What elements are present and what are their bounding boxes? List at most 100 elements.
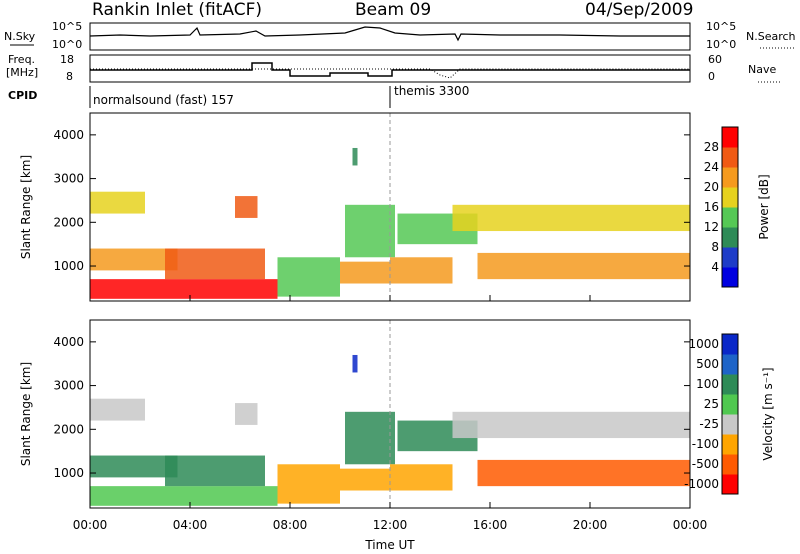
x-axis-label: Time UT <box>364 538 415 552</box>
velocity-region-9 <box>390 464 453 491</box>
velocity-colorbar-label: Velocity [m s⁻¹] <box>761 367 775 460</box>
power-region-7 <box>345 204 395 258</box>
power-ytick-label-3: 4000 <box>53 128 84 142</box>
nsky-tick-top: 10^5 <box>52 20 82 33</box>
power-region-2 <box>90 279 278 299</box>
power-data <box>90 147 690 299</box>
power-y-axis: 1000 2000 3000 4000 <box>53 128 690 273</box>
power-ytick-label-1: 2000 <box>53 215 84 229</box>
power-colorbar-seg-0 <box>722 267 738 288</box>
nave-tick-top: 60 <box>708 53 722 66</box>
velocity-region-4 <box>235 403 258 425</box>
power-colorbar-seg-4 <box>722 187 738 208</box>
power-region-9 <box>390 257 453 284</box>
power-ytick-label-2: 3000 <box>53 172 84 186</box>
nsearch-tick-bottom: 10^0 <box>706 38 736 51</box>
velocity-colorbar-seg-0 <box>722 474 738 495</box>
power-region-1 <box>90 248 178 271</box>
velocity-colorbar-tick-4: -25 <box>699 417 719 431</box>
power-colorbar-seg-1 <box>722 247 738 268</box>
xtick-label-4: 16:00 <box>473 518 508 532</box>
velocity-colorbar-seg-4 <box>722 394 738 415</box>
power-y-label: Slant Range [km] <box>19 155 33 259</box>
cpid-mode-2: themis 3300 <box>394 84 469 98</box>
power-colorbar-tick-1: 8 <box>711 240 719 254</box>
freq-tick-bottom: 8 <box>66 70 73 83</box>
velocity-ytick-label-1: 2000 <box>53 422 84 436</box>
power-colorbar-seg-3 <box>722 207 738 228</box>
x-axis: 00:00 04:00 08:00 12:00 16:00 20:00 00:00 <box>73 295 708 532</box>
velocity-region-2 <box>90 486 278 506</box>
velocity-colorbar-tick-7: -1000 <box>684 477 719 491</box>
velocity-region-6 <box>340 468 390 491</box>
power-colorbar-tick-5: 24 <box>704 160 719 174</box>
velocity-colorbar-frame <box>721 333 739 495</box>
velocity-colorbar-seg-1 <box>722 454 738 475</box>
xtick-label-1: 04:00 <box>173 518 208 532</box>
power-colorbar: 4 8 12 16 20 24 28 <box>704 126 739 288</box>
freq-trace <box>90 62 690 77</box>
velocity-colorbar-tick-5: -100 <box>692 437 719 451</box>
beam-title: Beam 09 <box>355 0 431 20</box>
freq-label: Freq. <box>8 53 35 66</box>
xtick-label-5: 20:00 <box>573 518 608 532</box>
velocity-colorbar-tick-2: 100 <box>696 377 719 391</box>
velocity-ytick-label-0: 1000 <box>53 466 84 480</box>
power-region-5 <box>277 257 340 297</box>
cpid-mode-1: normalsound (fast) 157 <box>93 93 234 107</box>
freq-tick-top: 18 <box>60 53 74 66</box>
power-colorbar-tick-4: 20 <box>704 180 719 194</box>
nave-label: Nave <box>748 63 776 76</box>
velocity-colorbar: 1000 500 100 25 -25 -100 -500 -1000 <box>684 333 739 495</box>
nave-tick-bottom: 0 <box>708 70 715 83</box>
velocity-ytick-label-2: 3000 <box>53 379 84 393</box>
velocity-colorbar-seg-6 <box>722 354 738 375</box>
nsky-panel-frame <box>89 22 691 51</box>
velocity-colorbar-tick-1: 500 <box>696 357 719 371</box>
power-colorbar-seg-6 <box>722 147 738 168</box>
velocity-ytick-label-3: 4000 <box>53 335 84 349</box>
nsearch-label: N.Search <box>746 30 796 43</box>
velocity-region-8 <box>352 354 358 373</box>
power-colorbar-frame <box>721 126 739 288</box>
nsky-label: N.Sky <box>4 30 36 43</box>
xtick-label-6: 00:00 <box>673 518 708 532</box>
power-colorbar-tick-6: 28 <box>704 140 719 154</box>
date-title: 04/Sep/2009 <box>585 0 693 20</box>
cpid-label: CPID <box>8 89 37 102</box>
velocity-y-axis: 1000 2000 3000 4000 <box>53 335 690 480</box>
velocity-colorbar-seg-7 <box>722 334 738 355</box>
xtick-label-0: 00:00 <box>73 518 108 532</box>
power-region-3 <box>165 248 265 280</box>
nsky-trace <box>89 26 690 42</box>
velocity-colorbar-tick-0: 1000 <box>688 337 719 351</box>
station-title: Rankin Inlet (fitACF) <box>92 0 262 20</box>
nave-trace <box>90 68 690 79</box>
power-ytick-label-0: 1000 <box>53 259 84 273</box>
velocity-colorbar-seg-3 <box>722 414 738 435</box>
power-colorbar-tick-2: 12 <box>704 220 719 234</box>
power-region-8 <box>352 147 358 166</box>
power-colorbar-tick-3: 16 <box>704 200 719 214</box>
nsky-tick-bottom: 10^0 <box>52 38 82 51</box>
power-region-0 <box>90 191 145 214</box>
xtick-label-2: 08:00 <box>273 518 308 532</box>
power-colorbar-seg-5 <box>722 167 738 188</box>
velocity-region-7 <box>345 411 395 465</box>
power-colorbar-seg-7 <box>722 127 738 148</box>
velocity-region-12 <box>477 459 690 487</box>
power-colorbar-tick-0: 4 <box>711 260 719 274</box>
nsearch-tick-top: 10^5 <box>706 20 736 33</box>
velocity-colorbar-tick-6: -500 <box>692 457 719 471</box>
power-colorbar-seg-2 <box>722 227 738 248</box>
velocity-data <box>90 354 690 506</box>
velocity-region-3 <box>165 455 265 487</box>
power-region-12 <box>477 252 690 280</box>
velocity-region-0 <box>90 398 145 421</box>
freq-unit-label: [MHz] <box>6 66 38 79</box>
velocity-colorbar-seg-2 <box>722 434 738 455</box>
power-region-6 <box>340 261 390 284</box>
power-region-4 <box>235 196 258 218</box>
power-colorbar-label: Power [dB] <box>757 174 771 239</box>
